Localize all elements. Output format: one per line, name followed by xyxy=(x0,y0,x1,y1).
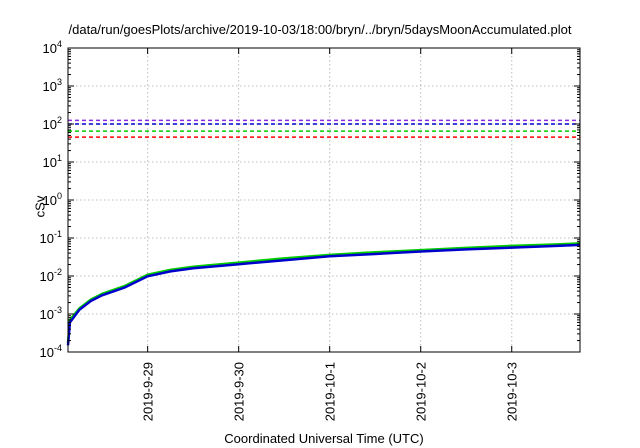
y-tick-label: 100 xyxy=(43,191,62,208)
x-tick-label: 2019-10-2 xyxy=(414,362,429,421)
x-tick-label: 2019-10-3 xyxy=(505,362,520,421)
series-line xyxy=(66,242,581,344)
threshold-lines xyxy=(68,119,580,138)
series-line xyxy=(66,243,581,346)
x-tick-label: 2019-9-29 xyxy=(141,362,156,421)
y-tick-label: 10-1 xyxy=(40,229,62,246)
y-tick-label: 104 xyxy=(43,39,62,56)
y-axis-label: cSv xyxy=(32,195,48,218)
chart-title: /data/run/goesPlots/archive/2019-10-03/1… xyxy=(68,22,572,37)
grid-lines xyxy=(68,48,580,352)
data-series xyxy=(66,242,581,346)
x-tick-label: 2019-10-1 xyxy=(323,362,338,421)
x-axis-ticks: 2019-9-29 2019-9-30 2019-10-1 2019-10-2 2019… xyxy=(141,48,520,421)
y-tick-label: 102 xyxy=(43,115,62,132)
x-tick-label: 2019-9-30 xyxy=(232,362,247,421)
y-axis-ticks: 10-4 10-3 10-2 10-1 100 101 102 103 104 xyxy=(40,39,580,360)
y-tick-label: 10-4 xyxy=(40,343,62,360)
y-tick-label: 10-2 xyxy=(40,267,62,284)
y-tick-label: 10-3 xyxy=(40,305,62,322)
x-axis-label: Coordinated Universal Time (UTC) xyxy=(224,431,424,446)
y-tick-label: 101 xyxy=(43,153,62,170)
y-tick-label: 103 xyxy=(43,77,62,94)
